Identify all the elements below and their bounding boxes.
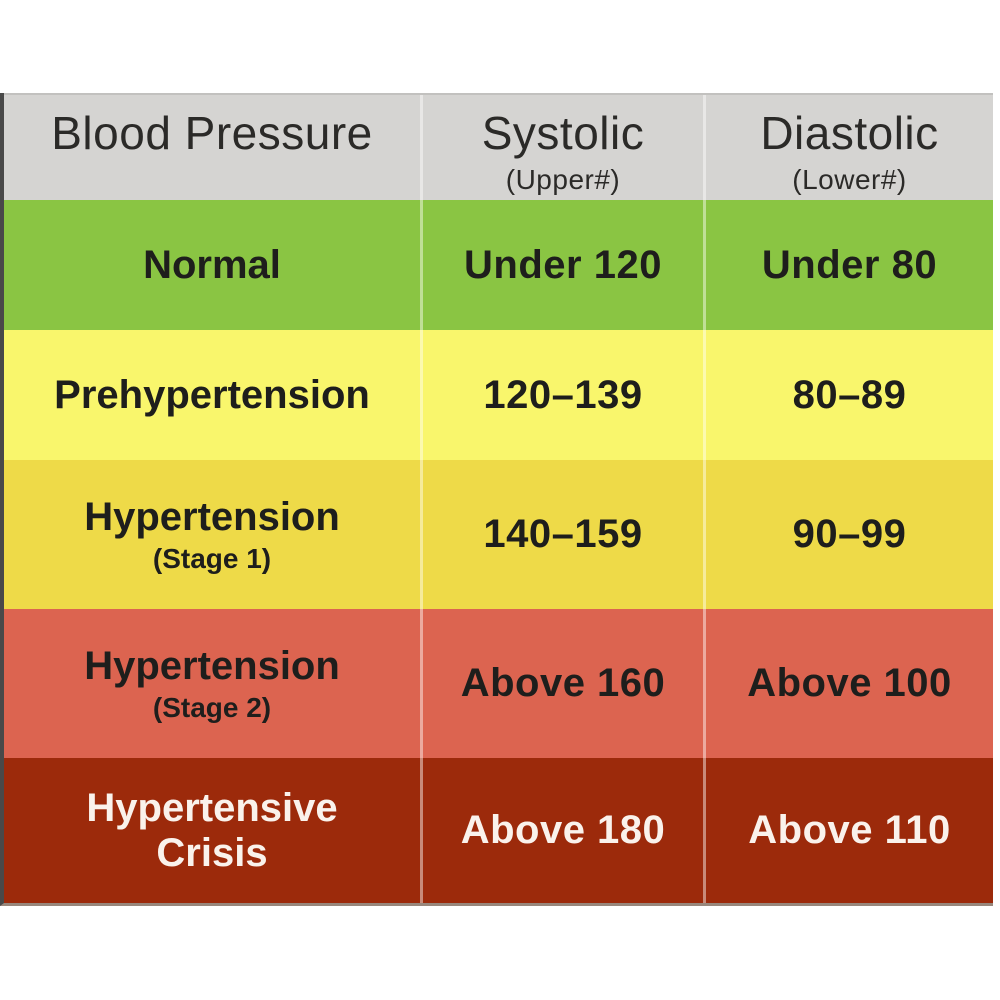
row-normal-diastolic-cell: Under 80 <box>703 200 993 330</box>
row-prehypertension-label-cell: Prehypertension <box>4 330 420 460</box>
diastolic-value: Above 110 <box>748 808 951 852</box>
table-row-prehypertension: Prehypertension 120–139 80–89 <box>4 330 993 460</box>
blood-pressure-table: Blood Pressure Systolic (Upper#) Diastol… <box>0 93 993 906</box>
table-row-hypertension-stage2: Hypertension (Stage 2) Above 160 Above 1… <box>4 609 993 758</box>
header-diastolic-title: Diastolic <box>760 107 939 159</box>
systolic-value: Above 180 <box>460 808 666 852</box>
systolic-value: Above 160 <box>460 661 666 705</box>
row-crisis-systolic-cell: Above 180 <box>420 758 703 903</box>
table-row-hypertension-stage1: Hypertension (Stage 1) 140–159 90–99 <box>4 460 993 609</box>
diastolic-value: 90–99 <box>792 512 907 556</box>
header-systolic-subtitle: (Upper#) <box>505 163 621 195</box>
systolic-value: 140–159 <box>483 512 643 556</box>
row-prehypertension-systolic-cell: 120–139 <box>420 330 703 460</box>
header-blood-pressure: Blood Pressure <box>4 95 420 200</box>
header-systolic-title: Systolic <box>481 107 645 159</box>
row-stage1-label-cell: Hypertension (Stage 1) <box>4 460 420 609</box>
row-label: Hypertension <box>84 495 340 540</box>
table-header-row: Blood Pressure Systolic (Upper#) Diastol… <box>4 93 993 200</box>
row-label: Hypertensive Crisis <box>86 785 338 875</box>
row-stage1-systolic-cell: 140–159 <box>420 460 703 609</box>
row-stage1-diastolic-cell: 90–99 <box>703 460 993 609</box>
row-sublabel: (Stage 2) <box>152 692 272 724</box>
header-blood-pressure-title: Blood Pressure <box>51 107 373 159</box>
row-stage2-systolic-cell: Above 160 <box>420 609 703 758</box>
row-stage2-diastolic-cell: Above 100 <box>703 609 993 758</box>
header-diastolic-subtitle: (Lower#) <box>792 163 907 195</box>
systolic-value: Under 120 <box>464 242 662 287</box>
row-normal-systolic-cell: Under 120 <box>420 200 703 330</box>
row-label: Hypertension <box>84 644 340 689</box>
row-crisis-label-cell: Hypertensive Crisis <box>4 758 420 903</box>
systolic-value: 120–139 <box>483 372 643 417</box>
diastolic-value: 80–89 <box>792 372 907 417</box>
row-label: Prehypertension <box>54 372 370 417</box>
row-stage2-label-cell: Hypertension (Stage 2) <box>4 609 420 758</box>
row-normal-label-cell: Normal <box>4 200 420 330</box>
row-prehypertension-diastolic-cell: 80–89 <box>703 330 993 460</box>
diastolic-value: Under 80 <box>761 242 938 287</box>
header-systolic: Systolic (Upper#) <box>420 95 703 200</box>
header-diastolic: Diastolic (Lower#) <box>703 95 993 200</box>
row-label: Normal <box>143 242 281 287</box>
row-crisis-diastolic-cell: Above 110 <box>703 758 993 903</box>
table-row-normal: Normal Under 120 Under 80 <box>4 200 993 330</box>
diastolic-value: Above 100 <box>747 661 952 705</box>
row-sublabel: (Stage 1) <box>152 543 272 575</box>
table-row-hypertensive-crisis: Hypertensive Crisis Above 180 Above 110 <box>4 758 993 903</box>
